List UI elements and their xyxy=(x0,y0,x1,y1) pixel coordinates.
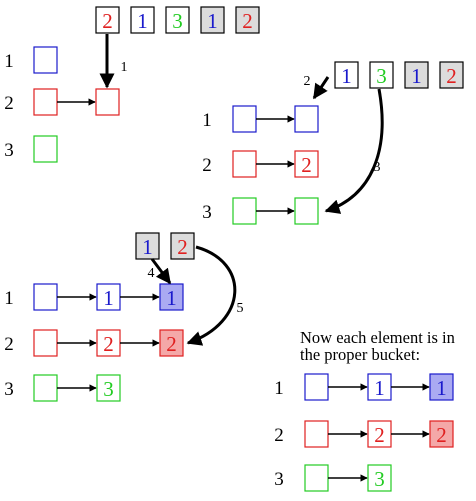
stage4-bucket-head-1 xyxy=(304,373,329,401)
stage2-input-box-3 xyxy=(404,61,429,89)
stage2-bucket-2-item-1-value: 2 xyxy=(301,153,312,177)
final-caption: Now each element is in the proper bucket… xyxy=(300,328,455,364)
stage2-input-value-1: 1 xyxy=(341,64,352,88)
stage1-input-box-4 xyxy=(200,6,225,34)
stage4-bucket-label-2: 2 xyxy=(274,425,284,446)
stage4-bucket-1-item-2-value: 1 xyxy=(436,376,447,400)
stage4-bucket-3-item-1 xyxy=(367,464,392,492)
stage1-bucket-2-item-1 xyxy=(95,88,120,116)
stage1-bucket-label-2: 2 xyxy=(4,93,14,114)
stage2-bucket-label-1: 1 xyxy=(202,110,212,131)
stage3-bucket-2-item-2-value: 2 xyxy=(166,332,177,356)
stage3-bucket-head-2 xyxy=(33,329,58,357)
stage1-input-value-1: 2 xyxy=(102,9,113,33)
stage1-bucket-head-3 xyxy=(33,135,58,163)
step-4-label: 4 xyxy=(148,266,155,281)
step-5-label: 5 xyxy=(237,301,244,316)
stage2-input-value-3: 1 xyxy=(411,64,422,88)
stage3-input-box-2 xyxy=(170,232,195,260)
stage1-input-value-2: 1 xyxy=(137,9,148,33)
stage1-bucket-head-1 xyxy=(33,46,58,74)
stage4-bucket-2-item-2 xyxy=(429,420,454,448)
step-1-label: 1 xyxy=(121,60,128,75)
step-3-label: 3 xyxy=(374,160,381,175)
stage3-bucket-1-item-1-value: 1 xyxy=(103,286,114,310)
stage2-bucket-1-item-1 xyxy=(294,105,319,133)
stage3-bucket-label-2: 2 xyxy=(4,334,14,355)
step-5-arrow xyxy=(186,245,237,346)
stage3-bucket-2-item-2 xyxy=(159,329,184,357)
stage2-bucket-2-item-1 xyxy=(294,150,319,178)
stage1-bucket-label-1: 1 xyxy=(4,51,14,72)
stage4-bucket-3-item-1-value: 3 xyxy=(374,467,385,491)
stage1-input-value-5: 2 xyxy=(242,9,253,33)
stage3-input-value-2: 2 xyxy=(177,235,188,259)
stage2-bucket-head-3 xyxy=(232,197,257,225)
stage1-input-value-3: 3 xyxy=(172,9,183,33)
stage3-bucket-3-item-1 xyxy=(96,374,121,402)
stage2-bucket-label-2: 2 xyxy=(202,155,212,176)
step-3-arrow xyxy=(324,88,384,214)
stage4-bucket-head-3 xyxy=(304,464,329,492)
stage1-input-value-4: 1 xyxy=(207,9,218,33)
stage2-input-box-2 xyxy=(369,61,394,89)
stage2-input-value-2: 3 xyxy=(376,64,387,88)
stage3-bucket-1-item-2-value: 1 xyxy=(166,286,177,310)
stage4-bucket-1-item-2 xyxy=(429,373,454,401)
stage4-bucket-2-item-2-value: 2 xyxy=(436,423,447,447)
stage2-input-box-1 xyxy=(334,61,359,89)
stage2-input-box-4 xyxy=(439,61,464,89)
stage4-bucket-label-3: 3 xyxy=(274,469,284,490)
step-4-arrow xyxy=(150,258,172,285)
stage3-bucket-3-item-1-value: 3 xyxy=(103,377,114,401)
stage3-bucket-head-3 xyxy=(33,374,58,402)
stage3-input-box-1 xyxy=(135,232,160,260)
stage1-bucket-head-2 xyxy=(33,88,58,116)
stage3-bucket-label-1: 1 xyxy=(4,288,14,309)
stage1-input-box-1 xyxy=(95,6,120,34)
stage2-bucket-label-3: 3 xyxy=(202,202,212,223)
stage4-bucket-2-item-1-value: 2 xyxy=(374,423,385,447)
stage2-bucket-head-2 xyxy=(232,150,257,178)
stage3-bucket-head-1 xyxy=(33,283,58,311)
stage1-input-box-2 xyxy=(130,6,155,34)
stage2-bucket-head-1 xyxy=(232,105,257,133)
stage1-bucket-label-3: 3 xyxy=(4,140,14,161)
step-2-arrow xyxy=(312,76,330,100)
stage3-bucket-label-3: 3 xyxy=(4,379,14,400)
stage1-input-box-3 xyxy=(165,6,190,34)
stage2-bucket-3-item-1 xyxy=(294,197,319,225)
stage4-bucket-head-2 xyxy=(304,420,329,448)
stage1-input-box-5 xyxy=(235,6,260,34)
stage4-bucket-1-item-1-value: 1 xyxy=(374,376,385,400)
step-2-label: 2 xyxy=(304,74,311,89)
stage3-bucket-1-item-2 xyxy=(159,283,184,311)
stage4-bucket-label-1: 1 xyxy=(274,378,284,399)
stage3-bucket-2-item-1-value: 2 xyxy=(103,332,114,356)
stage2-input-value-4: 2 xyxy=(446,64,457,88)
stage3-input-value-1: 1 xyxy=(142,235,153,259)
